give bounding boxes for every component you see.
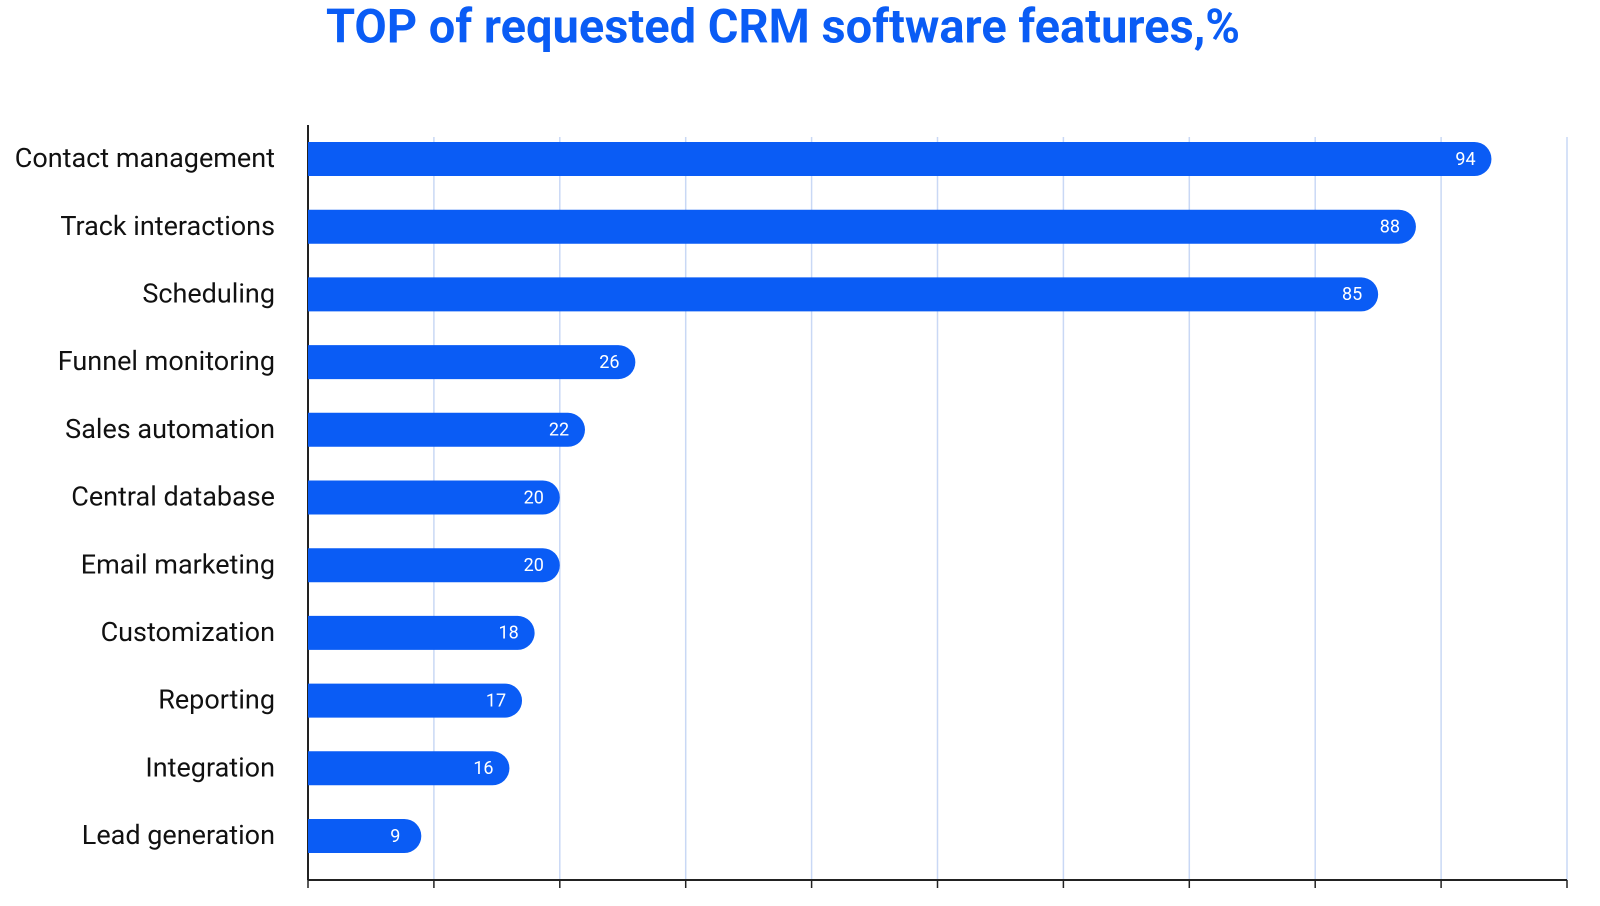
y-tick-label: Funnel monitoring <box>58 345 275 377</box>
y-tick-label: Sales automation <box>65 413 275 445</box>
data-label: 22 <box>549 420 569 441</box>
data-label: 20 <box>524 555 544 576</box>
bar <box>308 412 585 447</box>
data-label: 88 <box>1380 216 1400 237</box>
y-tick-label: Integration <box>145 751 275 783</box>
bar <box>308 819 422 853</box>
bar <box>308 683 523 718</box>
bar <box>308 480 560 515</box>
y-tick-label: Central database <box>71 481 275 513</box>
y-tick-label: Customization <box>101 616 275 648</box>
data-label: 9 <box>390 826 400 847</box>
data-label: 85 <box>1342 284 1362 305</box>
y-tick-label: Reporting <box>158 684 275 716</box>
data-label: 26 <box>599 352 619 373</box>
y-tick-label: Contact management <box>15 142 275 174</box>
bar <box>308 142 1492 176</box>
chart-title: TOP of requested CRM software features,% <box>326 0 1240 54</box>
bar <box>308 615 535 650</box>
bar <box>308 548 560 583</box>
bar <box>308 345 636 380</box>
bar <box>308 209 1416 244</box>
y-tick-label: Email marketing <box>81 548 275 580</box>
bar <box>308 751 510 786</box>
y-tick-label: Lead generation <box>82 819 275 851</box>
bar <box>308 277 1379 312</box>
data-label: 16 <box>473 758 493 779</box>
data-label: 94 <box>1455 149 1475 170</box>
data-label: 17 <box>486 690 506 711</box>
y-tick-label: Scheduling <box>142 278 275 310</box>
data-label: 20 <box>524 487 544 508</box>
data-label: 18 <box>499 623 519 644</box>
y-tick-label: Track interactions <box>60 210 275 242</box>
